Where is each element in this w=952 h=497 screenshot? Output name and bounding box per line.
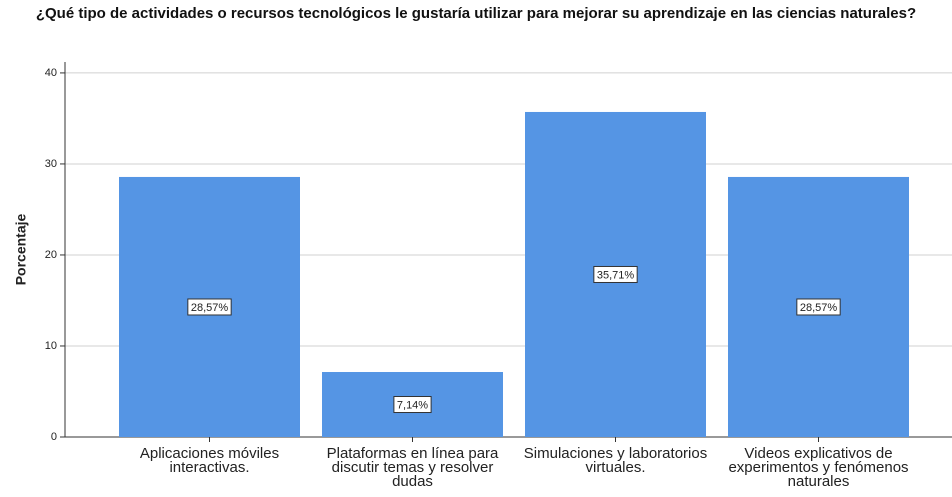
value-label-box — [393, 396, 432, 414]
value-label: 28,57% — [800, 302, 838, 314]
value-label: 7,14% — [397, 399, 428, 411]
y-tick-label: 30 — [45, 158, 57, 170]
value-label-box — [187, 298, 232, 316]
y-tick-label: 10 — [45, 340, 57, 352]
value-label-group: 28,57% — [187, 298, 232, 316]
value-label-box — [796, 298, 841, 316]
x-tick-label: Aplicaciones móviles interactivas. — [139, 445, 280, 476]
y-tick-label: 0 — [51, 431, 57, 443]
value-label: 28,57% — [191, 302, 229, 314]
y-tick-label: 40 — [45, 67, 57, 79]
y-axis-label: Porcentaje — [13, 213, 29, 285]
value-label-group: 28,57% — [796, 298, 841, 316]
chart-title: ¿Qué tipo de actividades o recursos tecn… — [35, 5, 917, 22]
value-label-box — [593, 265, 638, 283]
value-label: 35,71% — [597, 269, 635, 281]
x-tick-label: Videos explicativos de experimentos y fe… — [728, 445, 909, 490]
y-tick-label: 20 — [45, 249, 57, 261]
value-label-group: 7,14% — [393, 396, 432, 414]
x-tick-label: Simulaciones y laboratorios virtuales. — [523, 445, 708, 476]
value-label-group: 35,71% — [593, 265, 638, 283]
x-tick-label: Plataformas en línea para discutir temas… — [326, 445, 499, 490]
